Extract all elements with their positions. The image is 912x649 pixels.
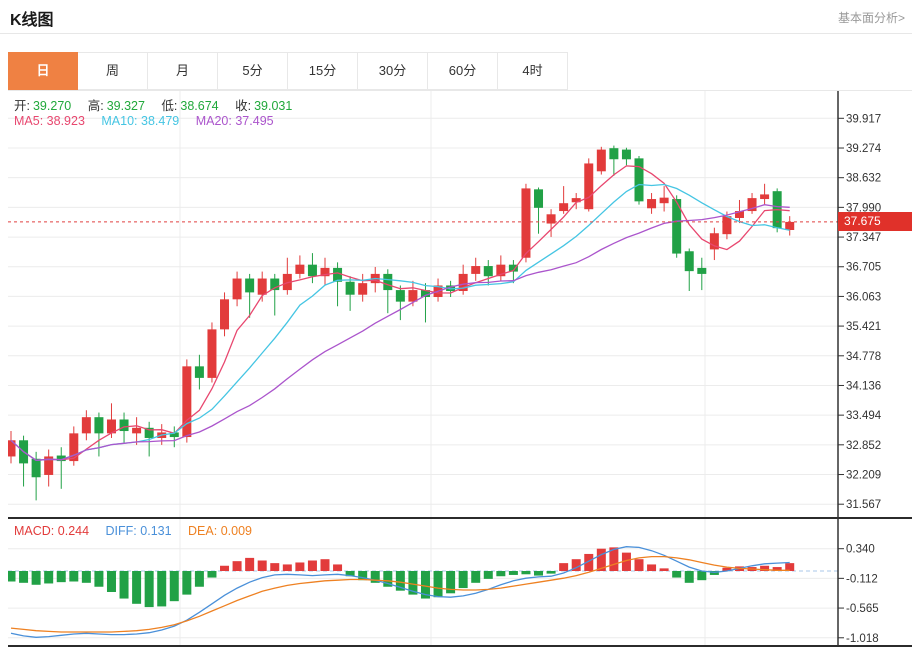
fundamental-analysis-link[interactable]: 基本面分析>	[837, 11, 905, 25]
widget-header: K线图 基本面分析>	[0, 0, 912, 34]
tab-day[interactable]: 日	[8, 52, 78, 90]
tab-60min[interactable]: 60分	[428, 52, 498, 90]
ma-legend: MA5: 38.923 MA10: 38.479 MA20: 37.495	[14, 114, 287, 128]
current-price-tag: 37.675	[838, 212, 912, 231]
close-label: 收:	[235, 99, 252, 113]
ma5-label: MA5:	[14, 114, 44, 128]
svg-text:-0.565: -0.565	[846, 603, 879, 615]
dea-label: DEA:	[188, 524, 218, 538]
svg-text:34.778: 34.778	[846, 351, 881, 363]
svg-text:35.421: 35.421	[846, 321, 881, 333]
svg-text:37.347: 37.347	[846, 232, 881, 244]
svg-text:32.852: 32.852	[846, 440, 881, 452]
tab-15min[interactable]: 15分	[288, 52, 358, 90]
ma20-label: MA20:	[195, 114, 232, 128]
svg-text:39.917: 39.917	[846, 113, 881, 125]
open-value: 39.270	[32, 99, 72, 113]
macd-value: 0.244	[57, 524, 90, 538]
diff-value: 0.131	[140, 524, 172, 538]
diff-label: DIFF:	[105, 524, 137, 538]
ma10-label: MA10:	[101, 114, 138, 128]
svg-text:36.063: 36.063	[846, 291, 881, 303]
svg-text:36.705: 36.705	[846, 262, 881, 274]
page-title: K线图	[10, 12, 54, 29]
ohlc-legend: 开: 39.270 高: 39.327 低: 38.674 收: 39.031	[14, 95, 305, 114]
svg-text:-1.018: -1.018	[846, 633, 879, 645]
tab-week[interactable]: 周	[78, 52, 148, 90]
chart-area: 39.917 39.274 38.632 37.990 37.347 36.705 36.0…	[8, 90, 912, 649]
macd-label: MACD:	[14, 524, 55, 538]
dea-value: 0.009	[220, 524, 252, 538]
svg-text:37.990: 37.990	[846, 202, 881, 214]
svg-text:0.340: 0.340	[846, 544, 875, 556]
high-value: 39.327	[106, 99, 145, 113]
macd-legend: MACD: 0.244 DIFF: 0.131 DEA: 0.009	[14, 524, 265, 538]
high-label: 高:	[87, 99, 104, 113]
ma20-value: 37.495	[235, 114, 274, 128]
low-value: 38.674	[180, 99, 219, 113]
svg-text:32.209: 32.209	[846, 470, 881, 482]
tab-month[interactable]: 月	[148, 52, 218, 90]
kline-chart[interactable]: 39.917 39.274 38.632 37.990 37.347 36.705 36.0…	[8, 91, 912, 649]
low-label: 低:	[161, 99, 178, 113]
tab-30min[interactable]: 30分	[358, 52, 428, 90]
svg-text:39.274: 39.274	[846, 143, 882, 155]
open-label: 开:	[14, 99, 30, 113]
period-tabs: 日 周 月 5分 15分 30分 60分 4时	[8, 52, 568, 90]
svg-text:38.632: 38.632	[846, 173, 881, 185]
ma5-value: 38.923	[46, 114, 85, 128]
close-value: 39.031	[254, 99, 293, 113]
svg-text:-0.112: -0.112	[846, 573, 878, 585]
tab-5min[interactable]: 5分	[218, 52, 288, 90]
ma10-value: 38.479	[141, 114, 180, 128]
svg-text:34.136: 34.136	[846, 380, 881, 392]
svg-text:31.567: 31.567	[846, 499, 881, 511]
tab-4hour[interactable]: 4时	[498, 52, 568, 90]
svg-text:33.494: 33.494	[846, 410, 882, 422]
